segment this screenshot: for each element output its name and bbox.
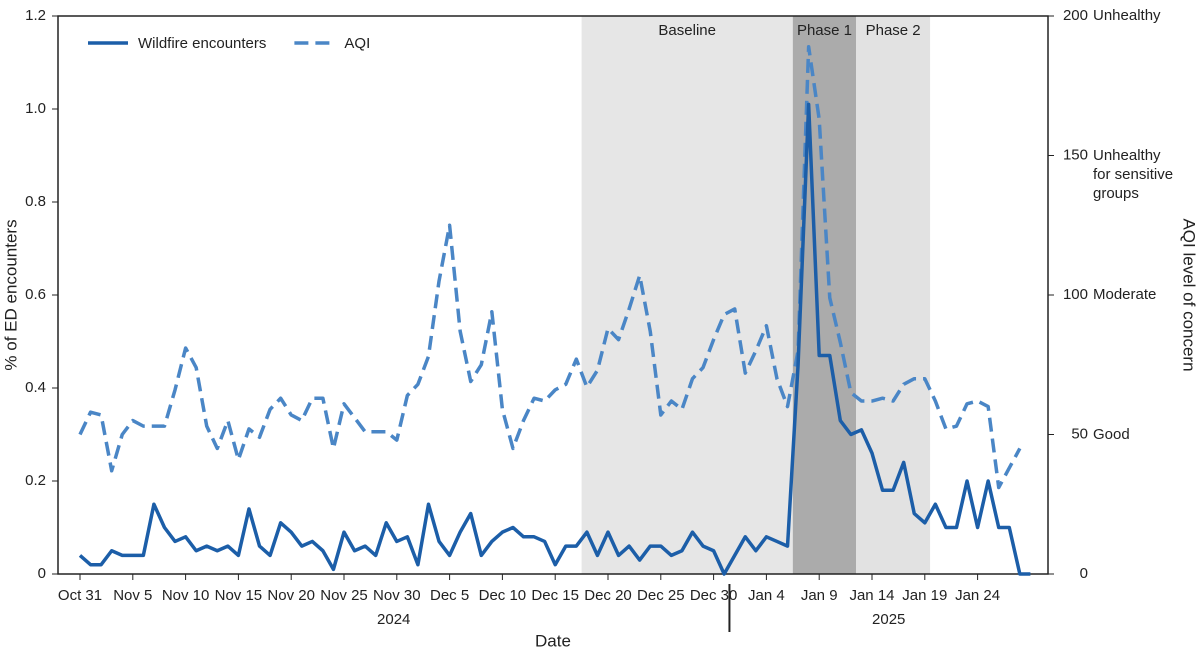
x-tick-label: Jan 9 (801, 587, 838, 604)
x-tick-label: Nov 20 (267, 587, 315, 604)
y2-axis-title: AQI level of concern (1180, 218, 1199, 371)
legend-label: Wildfire encounters (138, 35, 266, 52)
region-label: Phase 2 (866, 22, 921, 39)
x-tick-label: Jan 19 (902, 587, 947, 604)
y2-tick-label: 50 (1071, 425, 1088, 442)
region-label: Phase 1 (797, 22, 852, 39)
aqi-level-label: Unhealthy for sensitive groups (1093, 146, 1174, 202)
y-axis-title: % of ED encounters (1, 219, 20, 370)
x-tick-label: Jan 4 (748, 587, 785, 604)
y2-tick-label: 200 (1063, 7, 1088, 24)
aqi-level-label: Unhealthy (1093, 7, 1161, 24)
x-tick-label: Dec 15 (531, 587, 579, 604)
y-tick-label: 0 (38, 565, 46, 582)
series-line (78, 102, 1031, 576)
year-label: 2025 (872, 611, 905, 628)
y-tick-label: 0.4 (25, 379, 46, 396)
x-tick-label: Jan 14 (849, 587, 894, 604)
x-tick-label: Dec 25 (637, 587, 685, 604)
x-tick-label: Dec 30 (690, 587, 738, 604)
aqi-level-label: Good (1093, 425, 1130, 443)
x-tick-label: Nov 15 (215, 587, 263, 604)
x-tick-label: Nov 25 (320, 587, 368, 604)
region (581, 16, 793, 574)
x-tick-label: Jan 24 (955, 587, 1000, 604)
aqi-level-label: Moderate (1093, 286, 1157, 303)
x-tick-label: Nov 30 (373, 587, 421, 604)
series-line (78, 44, 1022, 490)
y-tick-label: 1.0 (25, 100, 46, 117)
x-tick-label: Nov 5 (113, 587, 152, 604)
x-tick-label: Dec 20 (584, 587, 632, 604)
y-tick-label: 0.6 (25, 286, 46, 303)
y2-tick-label: 150 (1063, 146, 1088, 163)
x-axis-title: Date (535, 631, 571, 650)
y2-tick-label: 0 (1080, 565, 1088, 582)
region-label: Baseline (658, 22, 716, 39)
x-tick-label: Dec 5 (430, 587, 469, 604)
y-tick-label: 1.2 (25, 7, 46, 24)
y-tick-label: 0.2 (25, 472, 46, 489)
y-tick-label: 0.8 (25, 193, 46, 210)
x-tick-label: Dec 10 (479, 587, 527, 604)
legend-label: AQI (344, 35, 370, 52)
x-tick-label: Nov 10 (162, 587, 210, 604)
region (792, 16, 857, 574)
x-tick-label: Oct 31 (58, 587, 102, 604)
y2-tick-label: 100 (1063, 286, 1088, 303)
region (856, 16, 931, 574)
year-label: 2024 (377, 611, 410, 628)
